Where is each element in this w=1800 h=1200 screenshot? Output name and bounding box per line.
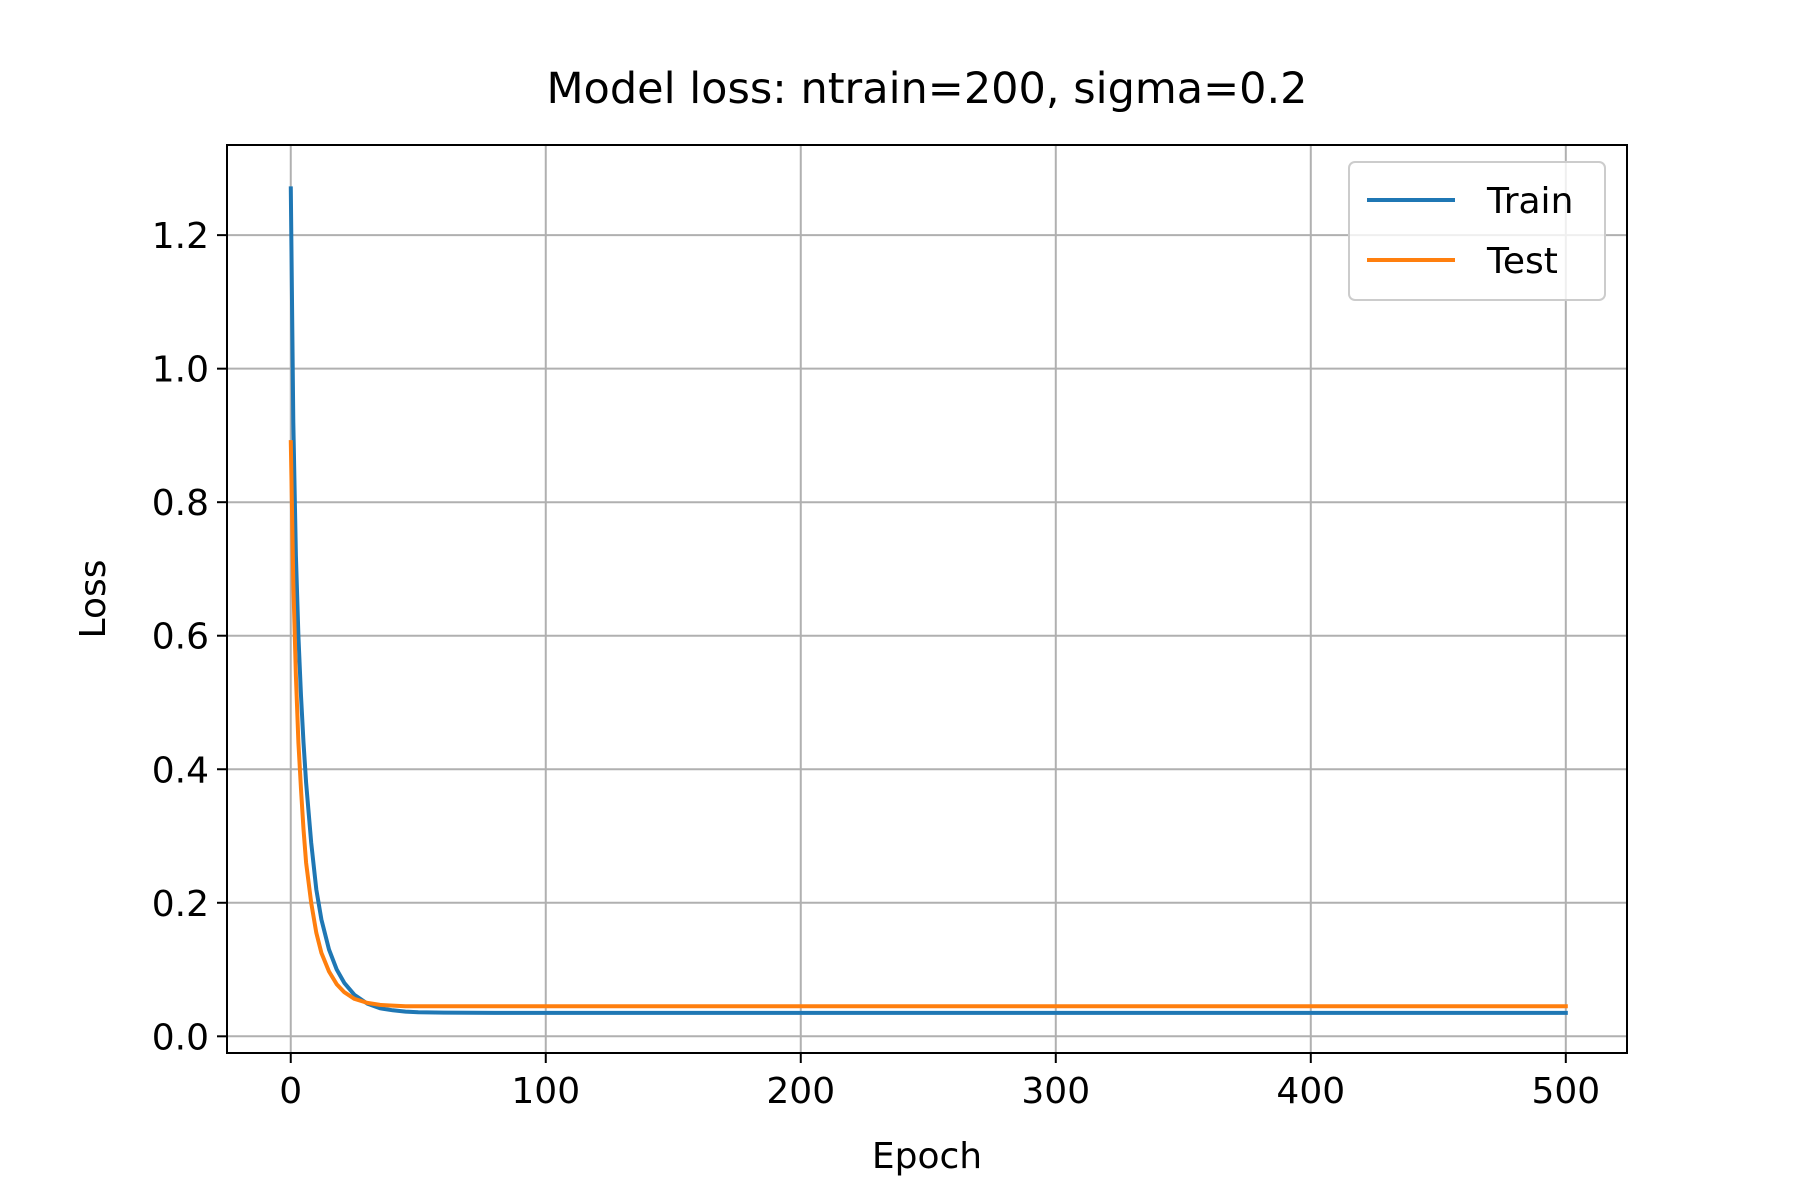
x-tick-label: 200 xyxy=(766,1071,835,1112)
y-tick-label: 0.6 xyxy=(152,617,209,658)
series-lines xyxy=(288,186,1568,1015)
y-axis-title: Loss xyxy=(73,560,114,639)
series-line-train xyxy=(288,186,1568,1015)
y-tick-label: 0.2 xyxy=(152,884,209,925)
y-tick-label: 0.8 xyxy=(152,483,209,524)
x-tick-label: 300 xyxy=(1021,1071,1090,1112)
plot-frame xyxy=(226,144,1628,1054)
legend-box xyxy=(1348,161,1606,301)
series-line-test xyxy=(288,440,1568,1009)
legend-label-test: Test xyxy=(1486,241,1558,282)
x-axis-title: Epoch xyxy=(872,1136,982,1177)
y-tick-label: 1.2 xyxy=(152,216,209,257)
grid xyxy=(227,145,1627,1053)
x-tick-label: 400 xyxy=(1276,1071,1345,1112)
y-tick-label: 0.4 xyxy=(152,750,209,791)
x-tick-label: 0 xyxy=(279,1071,302,1112)
x-tick-label: 100 xyxy=(511,1071,580,1112)
x-tick-label: 500 xyxy=(1531,1071,1600,1112)
chart-title: Model loss: ntrain=200, sigma=0.2 xyxy=(546,64,1307,114)
y-tick-label: 0.0 xyxy=(152,1017,209,1058)
legend: Train Test xyxy=(1348,161,1606,301)
axis-ticks: 0 100 200 300 400 500 0.0 0.2 0.4 0.6 0.8 1.0 1.2 xyxy=(152,216,1600,1112)
legend-label-train: Train xyxy=(1486,181,1573,222)
y-tick-label: 1.0 xyxy=(152,350,209,391)
